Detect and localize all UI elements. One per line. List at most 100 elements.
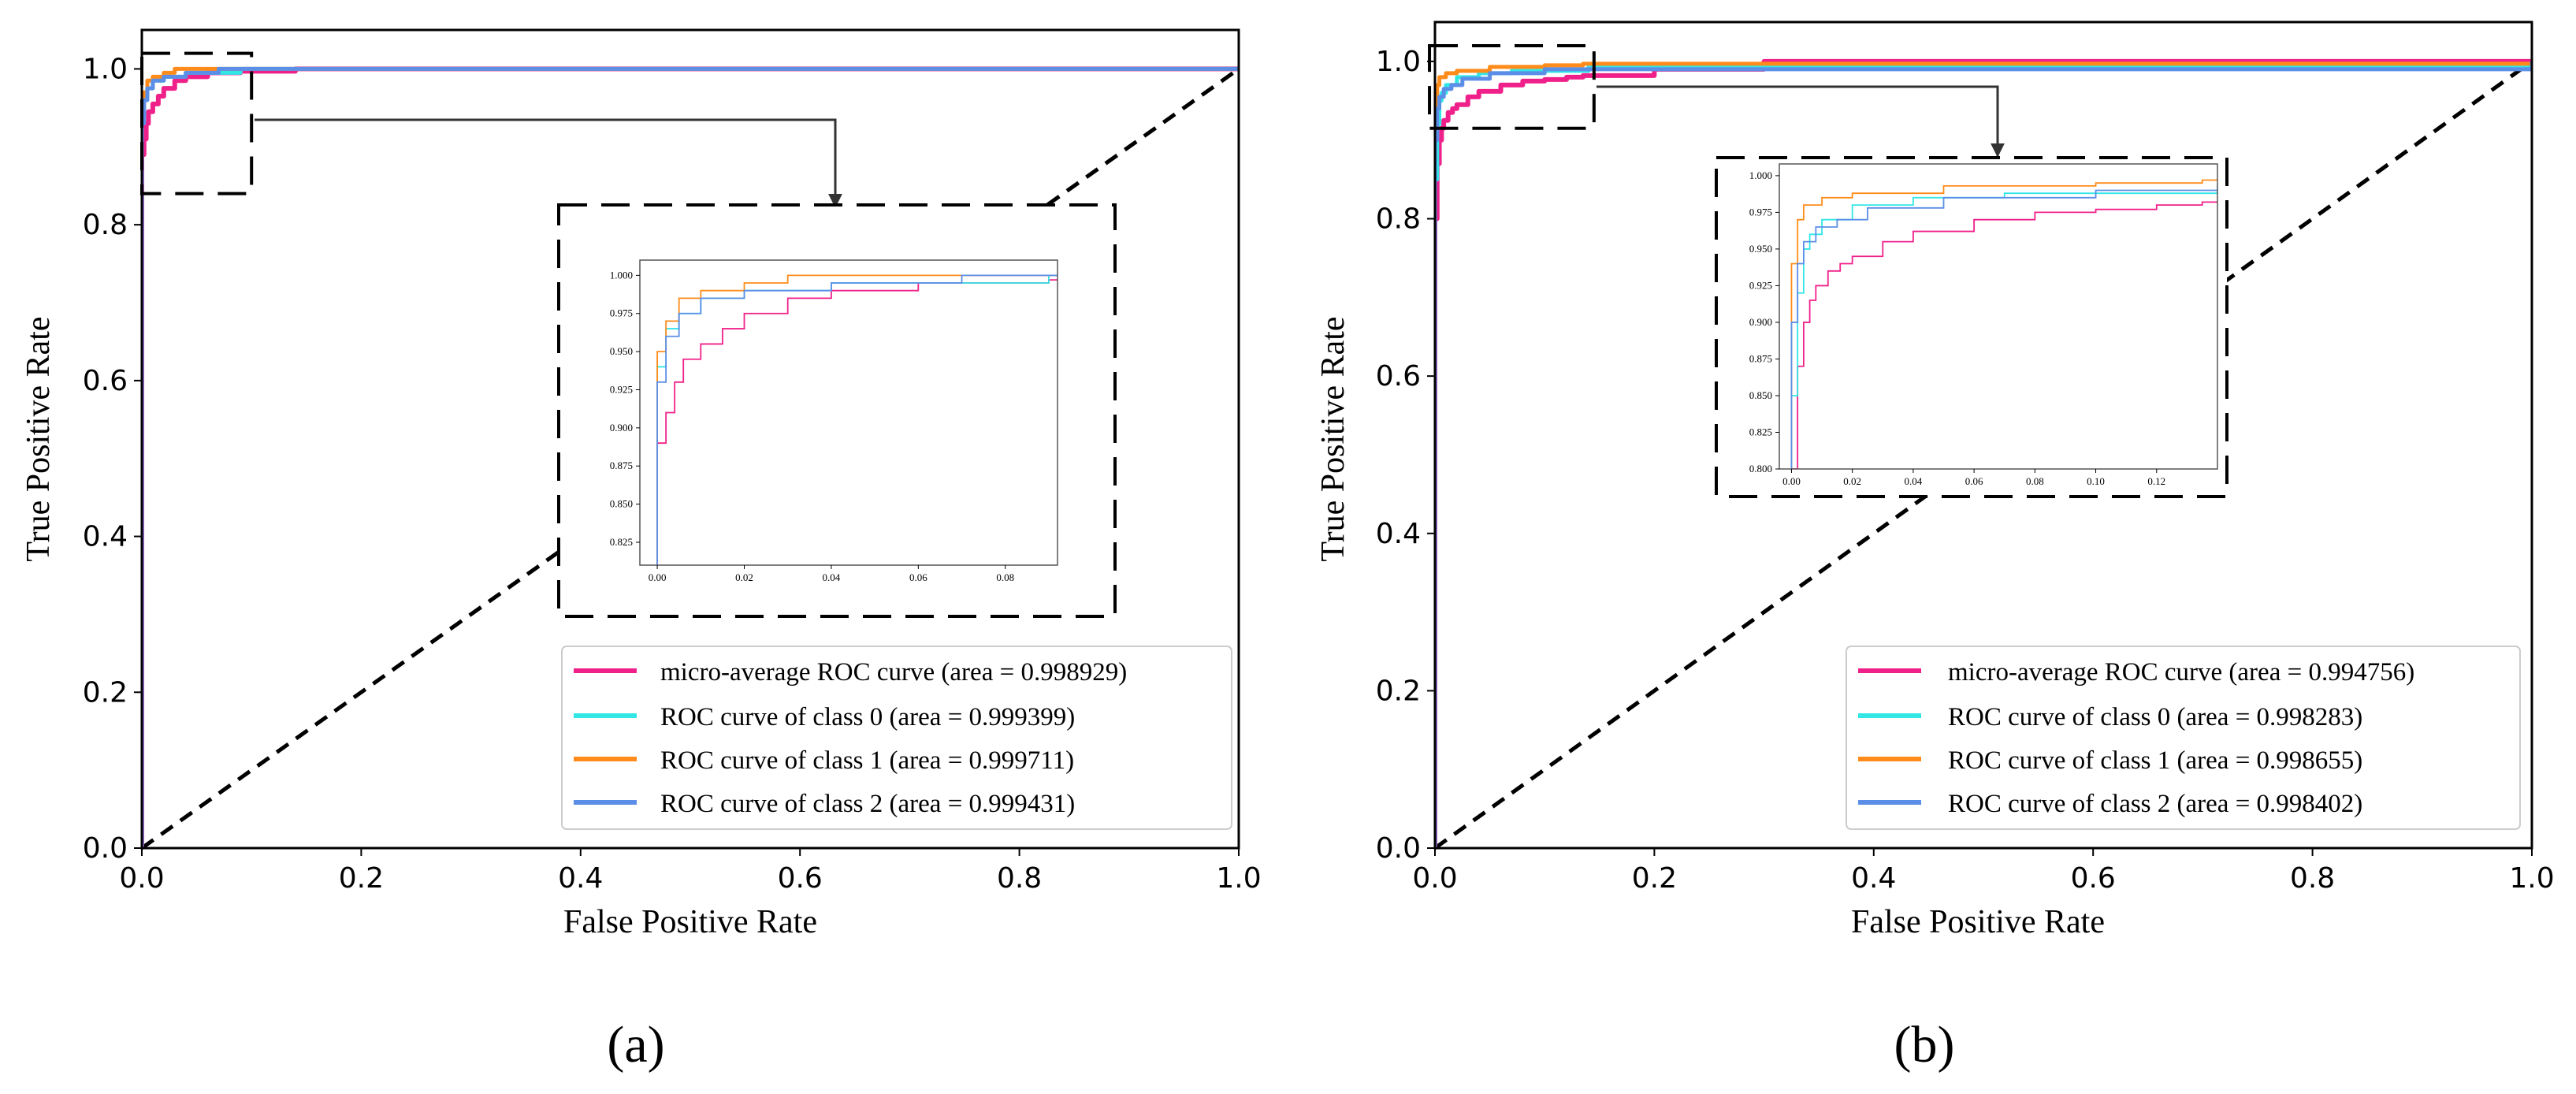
a-inset-curve-series-3 bbox=[656, 274, 1058, 565]
b-inset-x-tick-label: 0.10 bbox=[2087, 475, 2105, 487]
a-y-tick-label: 0.2 bbox=[83, 676, 128, 709]
b-x-tick-label: 1.0 bbox=[2509, 862, 2554, 895]
b-inset-x-tick-label: 0.08 bbox=[2026, 475, 2044, 487]
a-inset-x-tick-label: 0.06 bbox=[909, 571, 927, 583]
b-x-axis-label: False Positive Rate bbox=[1851, 904, 2105, 940]
a-inset-ticks: 0.00 0.02 0.04 0.06 0.08 0.825 0.850 0.875 0.900… bbox=[610, 269, 1014, 583]
b-x-tick-label: 0.0 bbox=[1412, 862, 1457, 895]
b-zoom-connector bbox=[1597, 85, 2005, 158]
b-curve-series-0 bbox=[1435, 58, 2532, 848]
a-roc-curves bbox=[142, 66, 1239, 848]
b-legend: micro-average ROC curve (area = 0.994756… bbox=[1846, 646, 2521, 830]
a-inset-y-tick-label: 0.825 bbox=[610, 536, 633, 548]
b-y-tick-label: 1.0 bbox=[1376, 46, 1421, 78]
b-inset-curves bbox=[1790, 179, 2217, 469]
a-legend-label-0: micro-average ROC curve (area = 0.998929… bbox=[660, 658, 1127, 687]
b-inset-y-tick-label: 0.850 bbox=[1749, 389, 1772, 401]
b-roc-curves bbox=[1435, 58, 2532, 848]
a-inset-dashed-box bbox=[557, 203, 1117, 618]
b-inset-y-tick-label: 0.825 bbox=[1749, 426, 1772, 437]
b-x-tick-label: 0.2 bbox=[1632, 862, 1677, 895]
b-legend-label-1: ROC curve of class 0 (area = 0.998283) bbox=[1948, 703, 2362, 731]
a-y-tick-label: 1.0 bbox=[83, 53, 128, 85]
a-y-tick-label: 0.8 bbox=[83, 209, 128, 241]
b-legend-box bbox=[1846, 646, 2521, 830]
b-inset-curve-series-3 bbox=[1790, 189, 2217, 469]
a-x-tick-label: 0.2 bbox=[339, 862, 384, 895]
b-inset-curve-series-0 bbox=[1790, 201, 2217, 469]
a-inset-x-tick-label: 0.02 bbox=[735, 571, 753, 583]
b-zoom-box bbox=[1428, 43, 1596, 130]
a-legend-box bbox=[561, 646, 1232, 830]
b-curve-series-3 bbox=[1435, 61, 2532, 848]
b-y-tick-label: 0.6 bbox=[1376, 360, 1421, 393]
a-inset-curves bbox=[656, 274, 1058, 565]
b-inset-y-tick-label: 0.800 bbox=[1749, 463, 1772, 474]
b-x-tick-label: 0.6 bbox=[2071, 862, 2116, 895]
b-y-tick-label: 0.2 bbox=[1376, 675, 1421, 707]
b-inset-y-tick-label: 0.900 bbox=[1749, 316, 1772, 328]
a-y-axis-label: True Positive Rate bbox=[20, 316, 57, 561]
b-y-tick-label: 0.4 bbox=[1376, 518, 1421, 550]
b-inset-x-tick-label: 0.02 bbox=[1843, 475, 1861, 487]
a-x-axis-label: False Positive Rate bbox=[563, 904, 817, 940]
a-x-tick-label: 1.0 bbox=[1216, 862, 1261, 895]
b-inset-frame bbox=[1779, 163, 2218, 470]
b-inset-ticks: 0.00 0.02 0.04 0.06 0.08 0.10 0.12 0.800 0.825 0.… bbox=[1749, 169, 2165, 487]
a-y-tick-label: 0.0 bbox=[83, 832, 128, 865]
a-inset-x-tick-label: 0.00 bbox=[649, 571, 667, 583]
a-inset-y-tick-label: 1.000 bbox=[610, 269, 633, 281]
panel-b: 0.0 0.2 0.4 0.6 0.8 1.0 0.0 0.2 0.4 0.6 0.8 1.0 0.0… bbox=[1315, 20, 2555, 1074]
b-inset-x-tick-label: 0.06 bbox=[1965, 475, 1983, 487]
a-inset-y-tick-label: 0.950 bbox=[610, 345, 633, 357]
b-inset-x-tick-label: 0.04 bbox=[1905, 475, 1923, 487]
b-y-axis-label: True Positive Rate bbox=[1315, 316, 1351, 561]
a-zoom-connector bbox=[255, 118, 842, 208]
b-y-tick-label: 0.0 bbox=[1376, 832, 1421, 865]
b-plot-frame bbox=[1433, 20, 2533, 850]
a-x-tick-label: 0.6 bbox=[778, 862, 823, 895]
b-y-tick-label: 0.8 bbox=[1376, 203, 1421, 236]
a-curve-series-3 bbox=[142, 66, 1239, 848]
b-x-tick-label: 0.8 bbox=[2290, 862, 2335, 895]
a-x-tick-label: 0.4 bbox=[558, 862, 603, 895]
a-legend-label-3: ROC curve of class 2 (area = 0.999431) bbox=[660, 790, 1075, 818]
b-inset-x-tick-label: 0.12 bbox=[2147, 475, 2165, 487]
a-inset-y-tick-label: 0.925 bbox=[610, 383, 633, 395]
b-legend-label-2: ROC curve of class 1 (area = 0.998655) bbox=[1948, 746, 2362, 775]
b-inset-y-tick-label: 0.950 bbox=[1749, 243, 1772, 255]
a-inset-x-tick-label: 0.04 bbox=[823, 571, 841, 583]
a-y-tick-label: 0.6 bbox=[83, 365, 128, 397]
a-panel-caption: (a) bbox=[607, 1016, 664, 1074]
b-legend-label-0: micro-average ROC curve (area = 0.994756… bbox=[1948, 658, 2414, 687]
a-y-tick-label: 0.4 bbox=[83, 521, 128, 553]
a-inset-y-tick-label: 0.900 bbox=[610, 422, 633, 434]
a-legend-label-1: ROC curve of class 0 (area = 0.999399) bbox=[660, 703, 1075, 731]
b-inset-y-tick-label: 0.925 bbox=[1749, 279, 1772, 291]
a-inset-x-tick-label: 0.08 bbox=[996, 571, 1014, 583]
b-panel-caption: (b) bbox=[1894, 1016, 1955, 1074]
a-legend: micro-average ROC curve (area = 0.998929… bbox=[561, 646, 1232, 830]
a-inset-y-tick-label: 0.975 bbox=[610, 307, 633, 319]
b-inset-y-tick-label: 0.975 bbox=[1749, 206, 1772, 218]
a-plot-frame bbox=[140, 28, 1240, 850]
b-axis-ticks: 0.0 0.2 0.4 0.6 0.8 1.0 0.0 0.2 0.4 0.6 0.8 1.0 bbox=[1376, 46, 2555, 895]
b-inset-x-tick-label: 0.00 bbox=[1782, 475, 1801, 487]
panel-a: 0.0 0.2 0.4 0.6 0.8 1.0 0.0 0.2 0.4 0.6 0.8 1.0 0.0… bbox=[20, 28, 1262, 1074]
a-inset-frame bbox=[639, 259, 1058, 566]
a-zoom-box bbox=[140, 51, 254, 195]
b-curve-series-2 bbox=[1435, 61, 2532, 848]
a-inset-y-tick-label: 0.875 bbox=[610, 460, 633, 471]
b-legend-label-3: ROC curve of class 2 (area = 0.998402) bbox=[1948, 790, 2362, 818]
a-x-tick-label: 0.0 bbox=[119, 862, 164, 895]
a-x-tick-label: 0.8 bbox=[997, 862, 1042, 895]
b-inset-dashed-box bbox=[1715, 156, 2228, 498]
b-x-tick-label: 0.4 bbox=[1851, 862, 1896, 895]
b-inset-y-tick-label: 0.875 bbox=[1749, 352, 1772, 364]
a-axis-ticks: 0.0 0.2 0.4 0.6 0.8 1.0 0.0 0.2 0.4 0.6 0.8 1.0 bbox=[83, 53, 1262, 895]
b-inset-curve-series-2 bbox=[1790, 179, 2217, 469]
b-inset-y-tick-label: 1.000 bbox=[1749, 169, 1772, 181]
a-inset-y-tick-label: 0.850 bbox=[610, 498, 633, 510]
a-legend-label-2: ROC curve of class 1 (area = 0.999711) bbox=[660, 746, 1074, 775]
